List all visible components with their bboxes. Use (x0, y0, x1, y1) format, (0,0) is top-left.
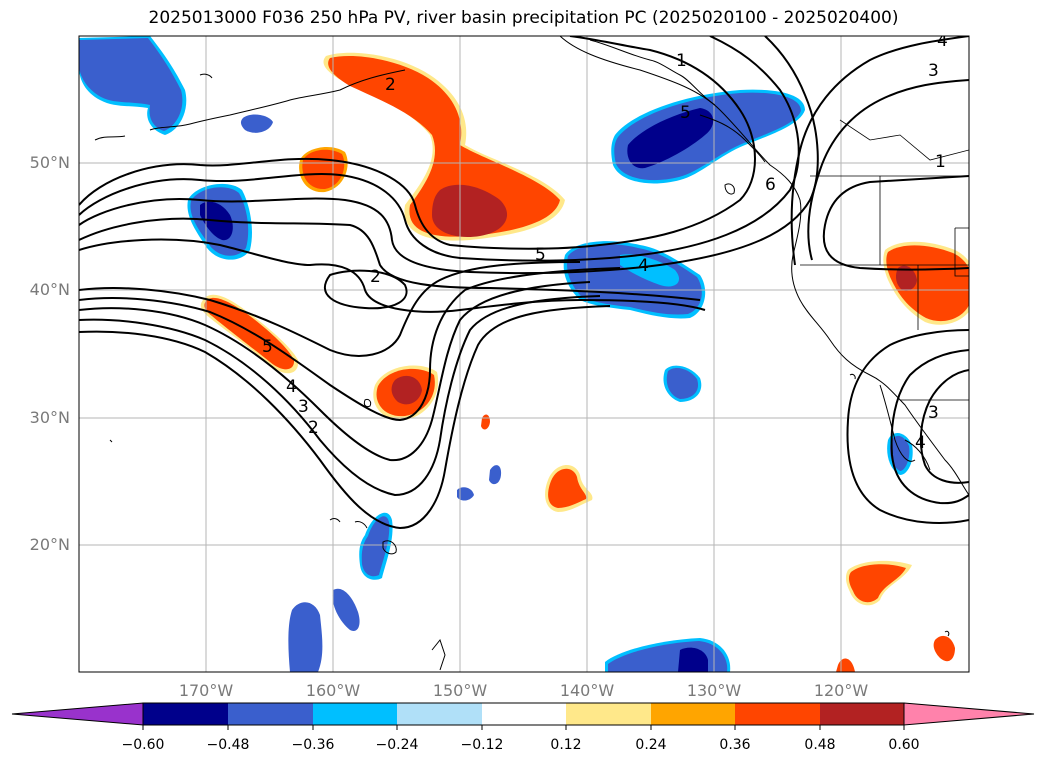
colorbar (11, 702, 1035, 730)
positive-anomaly-gulf-alaska-core (328, 56, 560, 237)
contour-label: 1 (676, 51, 687, 71)
lat-label: 20°N (29, 535, 70, 554)
colorbar-tick-label: −0.12 (460, 737, 504, 753)
contour-label: 5 (535, 245, 546, 265)
map-frame (78, 35, 970, 673)
contour-label: 2 (308, 418, 319, 438)
colorbar-tick-label: 0.36 (719, 737, 751, 753)
contour-label: 4 (638, 256, 649, 276)
positive-anomaly-gulf-alaska-peak (432, 184, 508, 238)
map-area: 1 2 2 3 4 5 6 5 4 3 2 1 3 4 5 4 (79, 31, 969, 672)
lon-label: 160°W (305, 681, 361, 700)
pv-contours (79, 36, 969, 530)
lon-label: 170°W (178, 681, 234, 700)
contour-label: 3 (928, 61, 939, 81)
colorbar-tick-label: 0.60 (888, 737, 920, 753)
figure-title: 2025013000 F036 250 hPa PV, river basin … (148, 8, 899, 28)
positive-anomaly-regions (200, 52, 969, 672)
colorbar-tick-label: −0.36 (291, 737, 335, 753)
contour-label: 1 (935, 152, 946, 172)
colorbar-tick-label: −0.48 (206, 737, 250, 753)
contour-label: 2 (385, 75, 396, 95)
lat-label: 50°N (29, 153, 70, 172)
contour-label: 2 (370, 267, 381, 287)
contour-label: 4 (937, 31, 948, 51)
colorbar-tick-label: −0.60 (121, 737, 165, 753)
colorbar-tick-label: 0.24 (635, 737, 667, 753)
contour-label: 5 (680, 103, 691, 123)
contour-labels: 1 2 2 3 4 5 6 5 4 3 2 1 3 4 5 4 (262, 31, 948, 453)
colorbar-extend-high (903, 702, 1035, 726)
lon-label: 130°W (686, 681, 742, 700)
gridlines (79, 36, 969, 672)
contour-label: 6 (765, 175, 776, 195)
lon-label: 120°W (813, 681, 869, 700)
colorbar-tick-label: 0.12 (550, 737, 582, 753)
contour-label: 5 (262, 337, 273, 357)
lat-label: 30°N (29, 408, 70, 427)
contour-label: 4 (286, 377, 297, 397)
negative-anomaly-regions (79, 36, 913, 672)
contour-label: 3 (928, 403, 939, 423)
colorbar-tick-label: −0.24 (375, 737, 419, 753)
contour-label: 3 (298, 397, 309, 417)
lon-label: 150°W (432, 681, 488, 700)
political-borders (800, 119, 969, 401)
colorbar-tick-label: 0.48 (804, 737, 836, 753)
coastlines (94, 36, 969, 671)
colorbar-extend-low (11, 702, 144, 726)
lat-label: 40°N (29, 280, 70, 299)
lon-label: 140°W (559, 681, 615, 700)
contour-label: 4 (915, 433, 926, 453)
